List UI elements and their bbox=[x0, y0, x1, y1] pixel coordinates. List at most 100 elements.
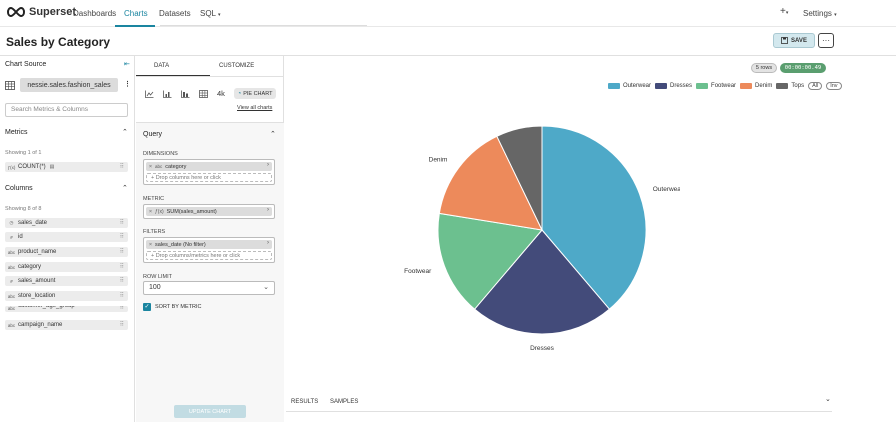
chevron-up-icon[interactable]: ⌃ bbox=[270, 131, 276, 138]
chevron-down-icon[interactable]: ⌄ bbox=[825, 396, 831, 403]
metric-type-icon: ƒ(x) bbox=[7, 164, 16, 170]
pie-slice-outerwear[interactable] bbox=[541, 125, 647, 310]
metric-label: METRIC bbox=[143, 196, 165, 202]
columns-count: Showing 8 of 8 bbox=[5, 206, 42, 212]
nav-datasets[interactable]: Datasets bbox=[159, 9, 191, 18]
superset-logo-icon bbox=[7, 7, 25, 17]
superset-logo[interactable]: Superset bbox=[6, 6, 76, 18]
drag-handle-icon[interactable]: ⠿ bbox=[119, 220, 124, 226]
column-type-icon: abc bbox=[7, 293, 16, 299]
save-button[interactable]: SAVE bbox=[773, 33, 815, 48]
tab-data[interactable]: DATA bbox=[154, 63, 170, 69]
metric-item[interactable]: ƒ(x) COUNT(*) ▤ ⠿ bbox=[5, 162, 128, 172]
legend-item[interactable]: Outerwear bbox=[608, 83, 651, 89]
tab-customize[interactable]: CUSTOMIZE bbox=[219, 63, 255, 69]
pie-chart-selected[interactable]: ◔ PIE CHART bbox=[234, 88, 276, 99]
area-chart-icon[interactable] bbox=[181, 90, 190, 98]
line-chart-icon[interactable] bbox=[145, 90, 154, 98]
pie-slice-tops[interactable] bbox=[496, 125, 543, 231]
add-new-button[interactable]: +▾ bbox=[780, 6, 788, 17]
plus-icon: + bbox=[780, 6, 786, 17]
nav-dashboards[interactable]: Dashboards bbox=[73, 9, 117, 18]
drag-handle-icon[interactable]: ⠿ bbox=[119, 322, 124, 328]
remove-icon[interactable]: × bbox=[148, 241, 153, 248]
chevron-down-icon: ⌄ bbox=[263, 284, 269, 291]
column-name: category bbox=[18, 264, 42, 270]
legend-item[interactable]: Dresses bbox=[655, 83, 692, 89]
pie-slice-dresses[interactable] bbox=[473, 229, 611, 335]
chevron-up-icon[interactable]: ⌃ bbox=[122, 185, 128, 192]
column-item[interactable]: abc category ⠿ bbox=[5, 262, 128, 272]
filters-well: × sales_date (No filter) › + Drop column… bbox=[143, 237, 275, 263]
pie-chart-icon: ◔ bbox=[237, 90, 242, 97]
search-metrics-input[interactable]: Search Metrics & Columns bbox=[5, 103, 128, 117]
chart-source-title: Chart Source bbox=[5, 61, 47, 68]
column-item[interactable]: abc customer_age_group ⠿ bbox=[5, 306, 128, 312]
more-options-button[interactable]: ··· bbox=[818, 33, 834, 48]
tab-results[interactable]: RESULTS bbox=[291, 399, 319, 405]
metric-chip-label: SUM(sales_amount) bbox=[166, 208, 217, 215]
sort-by-metric-checkbox[interactable]: ✓ bbox=[143, 303, 151, 311]
legend-item[interactable]: Footwear bbox=[696, 83, 736, 89]
drag-handle-icon[interactable]: ⠿ bbox=[119, 164, 124, 170]
chevron-right-icon[interactable]: › bbox=[267, 207, 269, 213]
row-limit-select[interactable]: 100 ⌄ bbox=[143, 281, 275, 295]
legend-item[interactable]: Tops bbox=[776, 83, 804, 89]
legend-label: Denim bbox=[755, 83, 773, 89]
nav-sql-label: SQL bbox=[200, 9, 216, 18]
filter-chip[interactable]: × sales_date (No filter) › bbox=[146, 240, 272, 249]
legend-select-all[interactable]: All bbox=[808, 82, 823, 90]
info-icon: ▤ bbox=[49, 164, 55, 170]
metric-chip[interactable]: × ƒ(x) SUM(sales_amount) › bbox=[146, 207, 272, 216]
column-name: customer_age_group bbox=[18, 306, 75, 309]
column-item[interactable]: abc store_location ⠿ bbox=[5, 291, 128, 301]
view-all-charts-link[interactable]: View all charts bbox=[237, 105, 273, 111]
column-type-icon: abc bbox=[7, 249, 16, 255]
filter-drop-zone[interactable]: + Drop columns/metrics here or click bbox=[146, 251, 272, 260]
dimension-chip[interactable]: × abc category › bbox=[146, 162, 272, 171]
pie-slice-footwear[interactable] bbox=[437, 212, 543, 310]
collapse-panel-icon[interactable]: ⇤ bbox=[124, 61, 130, 68]
column-type-icon: ◷ bbox=[9, 220, 14, 225]
column-item[interactable]: abc product_name ⠿ bbox=[5, 247, 128, 257]
legend-label: Outerwear bbox=[623, 83, 652, 89]
column-item[interactable]: ◷ sales_date ⠿ bbox=[5, 218, 128, 228]
column-name: campaign_name bbox=[18, 322, 63, 328]
remove-icon[interactable]: × bbox=[148, 208, 153, 215]
column-item[interactable]: # sales_amount ⠿ bbox=[5, 276, 128, 286]
drag-handle-icon[interactable]: ⠿ bbox=[119, 293, 124, 299]
drag-handle-icon[interactable]: ⠿ bbox=[119, 234, 124, 240]
row-limit-value: 100 bbox=[149, 284, 161, 291]
nav-charts[interactable]: Charts bbox=[124, 9, 148, 18]
filter-drop-text: Drop columns/metrics here or click bbox=[155, 253, 241, 259]
dataset-selector[interactable]: nessie.sales.fashion_sales bbox=[20, 78, 118, 92]
drag-handle-icon[interactable]: ⠿ bbox=[119, 264, 124, 270]
nav-sql[interactable]: SQL ▾ bbox=[200, 9, 220, 18]
column-item[interactable]: # id ⠿ bbox=[5, 232, 128, 242]
metric-type-icon: ƒ(x) bbox=[155, 208, 164, 215]
tab-samples[interactable]: SAMPLES bbox=[330, 399, 359, 405]
legend-label: Footwear bbox=[711, 83, 737, 89]
drag-handle-icon[interactable]: ⠿ bbox=[119, 278, 124, 284]
chevron-right-icon[interactable]: › bbox=[267, 162, 269, 168]
column-item[interactable]: abc campaign_name ⠿ bbox=[5, 320, 128, 330]
dimension-drop-zone[interactable]: + Drop columns here or click bbox=[146, 173, 272, 182]
metrics-count: Showing 1 of 1 bbox=[5, 150, 42, 156]
legend-label: Tops bbox=[791, 83, 805, 89]
dataset-menu-icon[interactable]: ⋮ bbox=[124, 81, 131, 88]
drag-handle-icon[interactable]: ⠿ bbox=[119, 249, 124, 255]
legend-invert[interactable]: Inv bbox=[826, 82, 842, 90]
pie-slice-denim[interactable] bbox=[438, 135, 543, 231]
page-title[interactable]: Sales by Category bbox=[6, 35, 111, 49]
chevron-right-icon[interactable]: › bbox=[267, 240, 269, 246]
remove-icon[interactable]: × bbox=[148, 163, 153, 170]
update-chart-button[interactable]: UPDATE CHART bbox=[174, 405, 246, 418]
table-chart-icon[interactable] bbox=[199, 90, 208, 98]
settings-menu[interactable]: Settings ▾ bbox=[803, 9, 837, 18]
chevron-up-icon[interactable]: ⌃ bbox=[122, 129, 128, 136]
big-number-icon[interactable]: 4k bbox=[217, 89, 225, 98]
bar-chart-icon[interactable] bbox=[163, 90, 172, 98]
column-name: sales_amount bbox=[18, 278, 56, 284]
drag-handle-icon[interactable]: ⠿ bbox=[119, 306, 124, 311]
legend-item[interactable]: Denim bbox=[740, 83, 772, 89]
